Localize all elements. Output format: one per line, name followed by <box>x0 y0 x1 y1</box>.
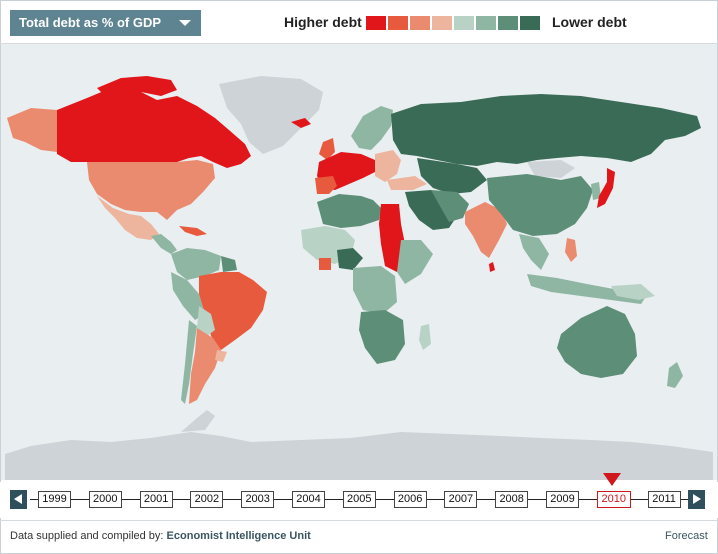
region-argentina[interactable] <box>189 328 221 404</box>
region-se-asia[interactable] <box>519 234 549 270</box>
region-australia[interactable] <box>557 306 637 378</box>
region-southern-africa[interactable] <box>359 310 405 364</box>
prev-year-button[interactable] <box>10 490 27 509</box>
header-divider <box>0 43 718 44</box>
legend-swatch <box>388 16 408 30</box>
region-brazil[interactable] <box>199 272 267 350</box>
footer-divider <box>0 520 718 521</box>
region-east-africa[interactable] <box>397 240 433 284</box>
region-scandinavia[interactable] <box>351 106 393 150</box>
region-uk[interactable] <box>319 138 335 160</box>
region-central-asia[interactable] <box>417 158 487 194</box>
legend-swatch <box>410 16 430 30</box>
region-uruguay[interactable] <box>215 350 227 362</box>
region-sri-lanka[interactable] <box>489 262 495 272</box>
arrow-right-icon <box>693 494 701 504</box>
year-button-2001[interactable]: 2001 <box>139 491 173 508</box>
chevron-down-icon <box>179 20 191 26</box>
year-button-2009[interactable]: 2009 <box>546 491 579 508</box>
indicator-dropdown[interactable]: Total debt as % of GDP <box>10 10 201 36</box>
region-india[interactable] <box>465 202 507 258</box>
region-madagascar[interactable] <box>419 324 431 350</box>
region-peru[interactable] <box>171 272 205 320</box>
region-eastern-europe[interactable] <box>375 150 401 182</box>
credit-source: Economist Intelligence Unit <box>166 530 311 542</box>
year-button-2003[interactable]: 2003 <box>241 491 275 508</box>
credit-line: Data supplied and compiled by: Economist… <box>10 530 311 542</box>
legend-swatch <box>366 16 386 30</box>
year-button-2008[interactable]: 2008 <box>495 491 529 508</box>
region-new-zealand[interactable] <box>667 362 683 388</box>
region-greenland[interactable] <box>219 76 323 154</box>
region-canada-islands[interactable] <box>97 76 177 96</box>
region-central-america[interactable] <box>151 234 177 254</box>
region-papua[interactable] <box>611 284 655 300</box>
legend-low-label: Lower debt <box>552 14 627 30</box>
region-china[interactable] <box>487 174 593 236</box>
forecast-link[interactable]: Forecast <box>665 530 708 542</box>
legend-swatch <box>498 16 518 30</box>
region-iran[interactable] <box>431 190 469 222</box>
region-mexico[interactable] <box>97 196 159 240</box>
year-button-2007[interactable]: 2007 <box>444 491 478 508</box>
legend-swatch <box>476 16 496 30</box>
credit-prefix: Data supplied and compiled by: <box>10 530 164 542</box>
year-button-2004[interactable]: 2004 <box>292 491 325 508</box>
region-mongolia[interactable] <box>527 160 575 178</box>
region-usa[interactable] <box>87 160 215 220</box>
region-iceland[interactable] <box>291 118 311 128</box>
year-button-2011[interactable]: 2011 <box>647 491 681 508</box>
indicator-dropdown-label: Total debt as % of GDP <box>19 15 162 30</box>
region-central-africa[interactable] <box>353 266 397 314</box>
region-north-africa[interactable] <box>317 194 381 228</box>
region-iberia[interactable] <box>315 176 337 194</box>
region-indonesia[interactable] <box>527 274 645 304</box>
year-button-2005[interactable]: 2005 <box>342 491 376 508</box>
region-philippines[interactable] <box>565 238 577 262</box>
legend-color-scale <box>366 16 540 30</box>
region-canada[interactable] <box>57 88 251 168</box>
region-nigeria[interactable] <box>337 248 363 270</box>
year-button-2002[interactable]: 2002 <box>190 491 224 508</box>
region-caribbean[interactable] <box>179 226 207 236</box>
world-map[interactable] <box>1 44 717 480</box>
region-ghana[interactable] <box>319 258 331 270</box>
selected-year-marker-icon <box>603 473 621 486</box>
region-japan[interactable] <box>597 168 615 208</box>
legend-swatch <box>454 16 474 30</box>
region-antarctica[interactable] <box>5 432 713 480</box>
year-button-2010[interactable]: 2010 <box>596 491 631 508</box>
region-bolivia[interactable] <box>197 306 215 336</box>
legend-high-label: Higher debt <box>284 14 362 30</box>
region-turkey[interactable] <box>387 176 427 190</box>
world-map-svg <box>5 76 713 480</box>
region-alaska[interactable] <box>7 108 57 152</box>
region-korea[interactable] <box>591 182 601 200</box>
year-button-2006[interactable]: 2006 <box>393 491 427 508</box>
next-year-button[interactable] <box>688 490 705 509</box>
region-russia[interactable] <box>391 94 701 166</box>
year-button-2000[interactable]: 2000 <box>88 491 122 508</box>
region-guianas[interactable] <box>221 256 237 272</box>
year-button-1999[interactable]: 1999 <box>38 491 71 508</box>
region-chile[interactable] <box>181 320 197 404</box>
region-antarctic-peninsula[interactable] <box>181 410 215 432</box>
legend-swatch <box>520 16 540 30</box>
region-north-south-america[interactable] <box>171 248 221 280</box>
arrow-left-icon <box>14 494 22 504</box>
year-timeline: 1999 2000 2001 2002 2003 2004 2005 2006 2007 2008… <box>0 473 718 518</box>
legend-swatch <box>432 16 452 30</box>
